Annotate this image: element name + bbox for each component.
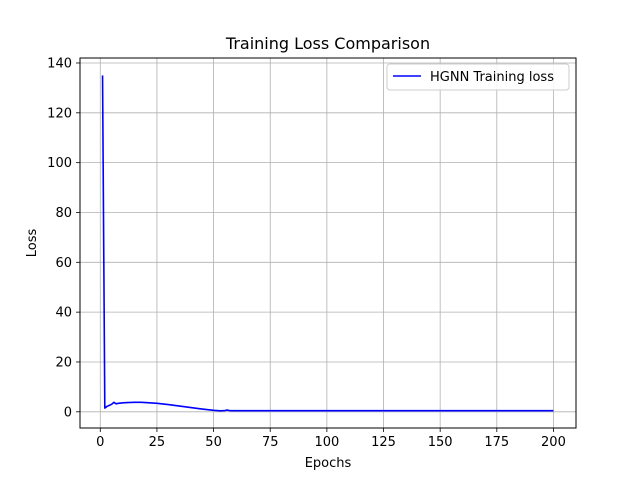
- axes-frame: [79, 57, 577, 429]
- series-layer: [101, 75, 554, 412]
- x-tick-label: 25: [149, 435, 166, 450]
- axis-ticks: 0 25 50 75 100 125 150 175 200 0 20 40 60 80 100 120 140: [47, 56, 566, 450]
- y-tick-label: 100: [47, 156, 72, 171]
- x-tick-label: 100: [314, 435, 339, 450]
- y-tick-label: 40: [55, 306, 72, 321]
- y-tick-label: 140: [47, 56, 72, 71]
- y-tick-label: 80: [55, 206, 72, 221]
- x-axis-label: Epochs: [305, 456, 352, 471]
- grid-lines: [80, 58, 576, 428]
- x-tick-label: 75: [262, 435, 279, 450]
- legend: HGNN Training loss: [386, 63, 570, 91]
- y-axis-label: Loss: [25, 229, 40, 258]
- y-tick-label: 60: [55, 256, 72, 271]
- series-line-0: [101, 75, 554, 412]
- y-tick-label: 20: [55, 355, 72, 370]
- chart-title: Training Loss Comparison: [225, 34, 430, 53]
- legend-entry-label: HGNN Training loss: [430, 70, 554, 85]
- y-tick-label: 120: [47, 106, 72, 121]
- x-tick-label: 150: [428, 435, 453, 450]
- y-tick-label: 0: [64, 405, 72, 420]
- x-tick-label: 200: [541, 435, 566, 450]
- x-tick-label: 50: [205, 435, 222, 450]
- x-tick-label: 125: [371, 435, 396, 450]
- legend-box: [386, 63, 570, 91]
- x-tick-label: 175: [484, 435, 509, 450]
- x-tick-label: 0: [96, 435, 104, 450]
